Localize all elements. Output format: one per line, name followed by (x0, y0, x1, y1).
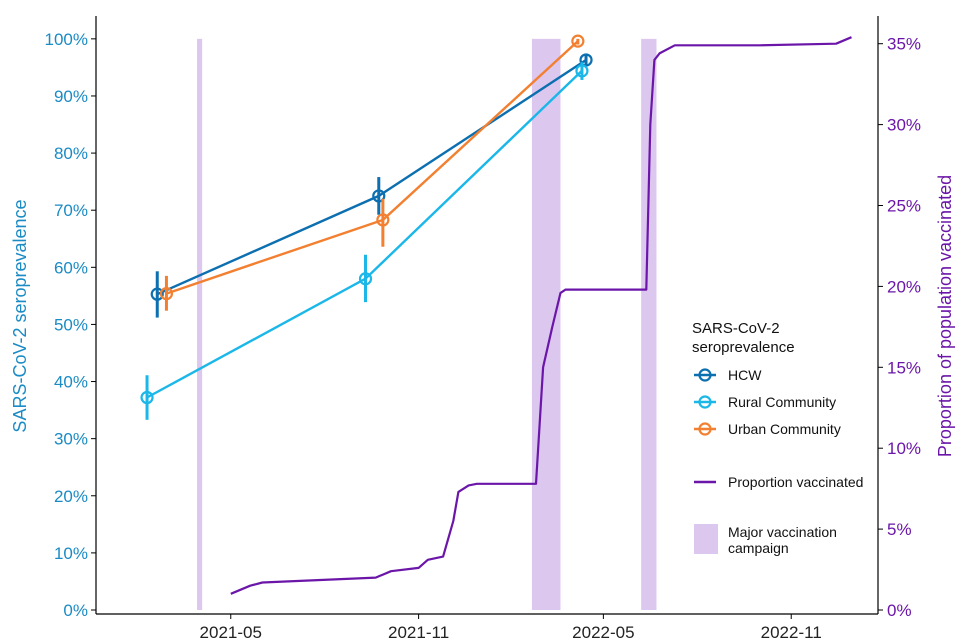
vaccinated-layer (230, 36, 852, 595)
right-tick-label: 20% (887, 277, 921, 296)
left-tick-label: 70% (54, 201, 88, 220)
left-tick-label: 20% (54, 487, 88, 506)
right-tick-label: 30% (887, 116, 921, 135)
right-tick-label: 10% (887, 439, 921, 458)
axes: 0% 10% 20% 30% 40% 50% 60% 70% 80% 90% 100% 0% 5% 10%… (45, 16, 921, 641)
right-tick-label: 25% (887, 197, 921, 216)
urban-community-point (571, 34, 585, 48)
left-tick-label: 0% (63, 601, 88, 620)
left-tick-label: 80% (54, 144, 88, 163)
legend-hcw-key-marker (698, 368, 712, 382)
legend-campaign-label: Major vaccination (728, 524, 837, 540)
legend-campaign-key (694, 524, 718, 554)
legend-rural-community-label: Rural Community (728, 394, 836, 410)
right-tick-label: 15% (887, 358, 921, 377)
rural-community-point (140, 390, 154, 405)
hcw-point (579, 53, 593, 67)
right-tick-label: 0% (887, 601, 912, 620)
left-tick-label: 50% (54, 315, 88, 334)
left-tick-label: 100% (45, 30, 88, 49)
urban-community-point (159, 286, 174, 301)
hcw-line (156, 58, 587, 296)
rural-community-point (358, 272, 373, 286)
right-tick-label: 5% (887, 520, 912, 539)
legend-urban-community-label: Urban Community (728, 421, 841, 437)
legend-rural-community-key-marker (698, 395, 712, 409)
x-tick-label: 2022-11 (761, 623, 822, 641)
urban-community-point (376, 213, 390, 227)
seroprevalence-layer (140, 34, 593, 420)
hcw-point (372, 189, 386, 203)
legend-title: seroprevalence (692, 339, 795, 356)
left-tick-label: 40% (54, 373, 88, 392)
rural-community-line (146, 69, 583, 399)
x-tick-label: 2021-05 (200, 623, 262, 641)
x-tick-label: 2021-11 (388, 623, 449, 641)
right-tick-label: 35% (887, 35, 921, 54)
vaccinated-line (230, 36, 852, 595)
left-tick-label: 90% (54, 87, 88, 106)
legend: SARS-CoV-2 seroprevalence HCW Rural Communi… (692, 320, 863, 556)
rural-community-point (575, 64, 589, 78)
left-axis-title: SARS-CoV-2 seroprevalence (10, 199, 30, 432)
left-tick-label: 60% (54, 258, 88, 277)
campaign-band-3 (641, 38, 657, 611)
campaign-band-1 (197, 38, 203, 611)
right-axis-title: Proportion of population vaccinated (935, 175, 955, 457)
legend-hcw-label: HCW (728, 367, 762, 383)
hcw-point (150, 287, 164, 301)
legend-title: SARS-CoV-2 (692, 320, 780, 337)
left-tick-label: 10% (54, 544, 88, 563)
left-tick-label: 30% (54, 430, 88, 449)
urban-community-line (166, 40, 579, 295)
campaign-bands (197, 38, 657, 611)
campaign-band-2 (531, 38, 561, 611)
legend-urban-community-key-marker (698, 422, 712, 436)
legend-vaccinated-label: Proportion vaccinated (728, 474, 863, 490)
x-tick-label: 2022-05 (572, 623, 634, 641)
legend-campaign-label: campaign (728, 540, 789, 556)
